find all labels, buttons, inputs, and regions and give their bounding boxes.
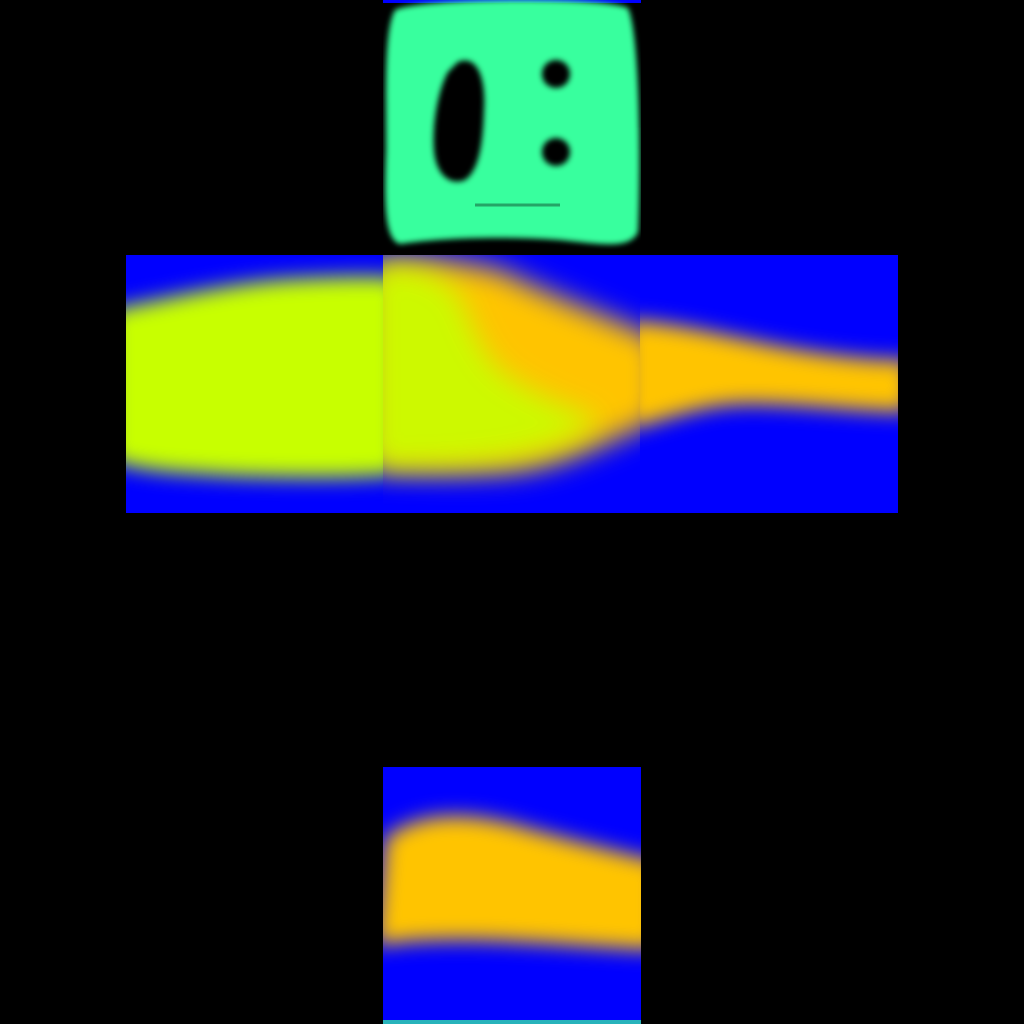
bottom-face-band	[383, 816, 641, 950]
bottom-face-edge	[383, 1020, 641, 1024]
right-face	[640, 255, 898, 513]
left-eye-icon	[433, 60, 485, 182]
left-face	[126, 255, 384, 513]
top-face	[383, 0, 641, 245]
green-face-blob	[385, 0, 640, 245]
front-face-highlight	[383, 266, 600, 467]
left-face-band	[126, 276, 384, 478]
front-face	[383, 255, 641, 513]
right-face-band	[640, 320, 898, 427]
bottom-face	[383, 767, 641, 1024]
right-eye-top-icon	[542, 60, 570, 88]
right-eye-bottom-icon	[542, 138, 570, 166]
